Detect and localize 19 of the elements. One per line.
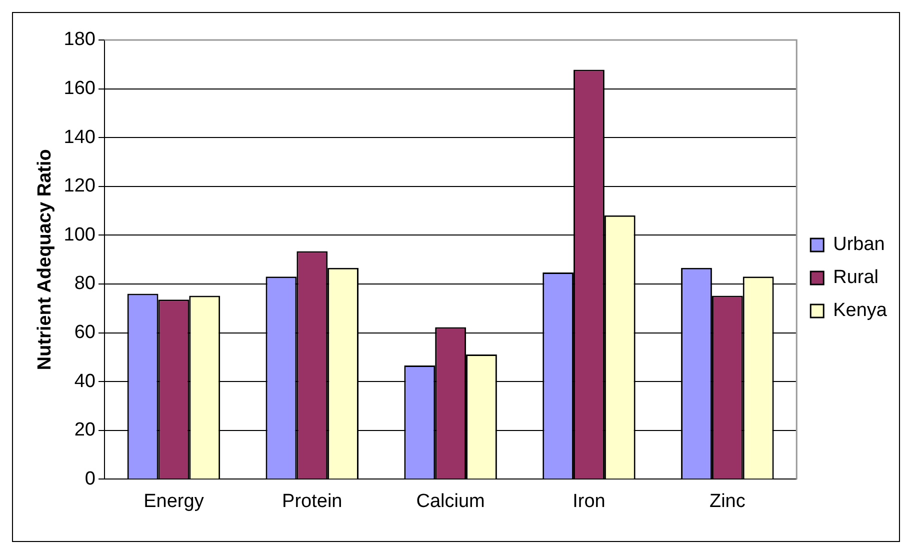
y-tick-label: 140: [64, 126, 96, 148]
x-tick-label: Protein: [282, 490, 342, 512]
y-tick-label: 100: [64, 224, 96, 246]
y-tick-label: 60: [74, 322, 96, 344]
legend-label: Kenya: [833, 300, 888, 322]
x-tick-label: Iron: [572, 490, 606, 512]
legend-label: Rural: [833, 267, 879, 288]
y-tick-label: 120: [64, 176, 96, 197]
x-tick-label: Calcium: [416, 490, 485, 512]
y-tick-label: 0: [84, 468, 96, 490]
y-tick-label: 80: [74, 273, 96, 294]
x-tick-label: Energy: [144, 490, 204, 512]
y-tick-label: 40: [74, 370, 96, 392]
y-axis-title: Nutrient Adequacy Ratio: [34, 149, 56, 370]
legend-label: Urban: [833, 234, 885, 256]
y-tick-label: 20: [74, 420, 96, 441]
y-tick-label: 160: [64, 78, 96, 100]
x-tick-label: Zinc: [709, 490, 746, 512]
y-tick-label: 180: [64, 29, 96, 50]
